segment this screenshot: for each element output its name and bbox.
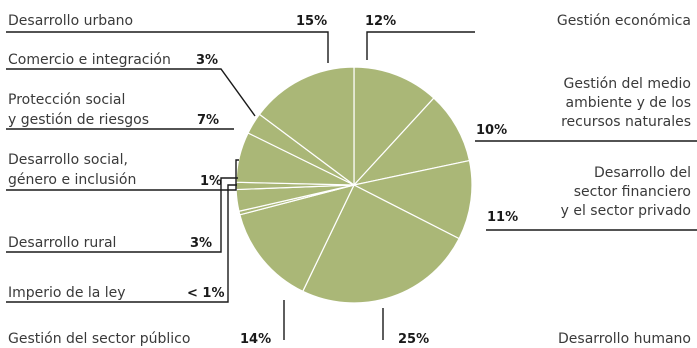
pie-slice-5 (239, 184, 356, 293)
slices-layer (235, 66, 473, 304)
slice-label-line: Gestión del sector público (8, 331, 190, 347)
slice-percentage-7: 3% (190, 236, 212, 251)
slice-percentage-10: 3% (196, 53, 218, 68)
slice-label-7: Desarrollo rural (8, 235, 116, 251)
slice-label-3: Desarrollo del sector financiero y el sect… (561, 165, 691, 219)
leader-line-7 (6, 177, 238, 253)
slice-label-4: Desarrollo humano (558, 331, 691, 347)
slice-label-1: Gestión económica (557, 13, 691, 29)
leader-line-6 (6, 184, 237, 303)
labels-layer: Gestión económica 12% Gestión del medio amb… (8, 13, 691, 347)
slice-label-line: Desarrollo del (594, 165, 691, 181)
slice-label-8: Desarrollo social, género e inclusión (8, 152, 136, 188)
slice-label-line: Desarrollo rural (8, 235, 116, 251)
slice-label-9: Protección social y gestión de riesgos (8, 92, 149, 128)
pie-slice-2 (352, 97, 471, 186)
slice-percentage-4: 25% (398, 332, 429, 347)
slice-label-2: Gestión del medio ambiente y de los recurs… (561, 76, 691, 130)
slice-label-line: ambiente y de los (566, 95, 691, 111)
pie-slice-3 (352, 159, 473, 240)
slice-percentage-8: 1% (200, 174, 222, 189)
slice-percentage-1: 12% (365, 14, 396, 29)
slice-label-5: Gestión del sector público (8, 331, 190, 347)
pie-slice-4 (301, 184, 460, 304)
slice-label-line: Gestión del medio (564, 76, 691, 92)
slice-label-line: Comercio e integración (8, 52, 171, 68)
slice-percentage-3: 11% (487, 210, 518, 225)
slice-percentage-6: < 1% (187, 286, 225, 301)
leader-line-8 (6, 159, 239, 191)
slice-percentage-11: 15% (296, 14, 327, 29)
slice-label-line: Desarrollo urbano (8, 13, 133, 29)
slice-label-10: Comercio e integración (8, 52, 171, 68)
leader-line-10 (6, 68, 256, 117)
leader-line-11 (6, 31, 329, 63)
slice-label-line: Protección social (8, 92, 125, 108)
slice-label-11: Desarrollo urbano (8, 13, 133, 29)
slice-label-6: Imperio de la ley (8, 285, 126, 301)
pie-slice-1 (353, 66, 435, 187)
slice-label-line: género e inclusión (8, 172, 136, 188)
slice-percentage-2: 10% (476, 123, 507, 138)
slice-label-line: Desarrollo social, (8, 152, 128, 168)
leader-line-1 (366, 31, 475, 60)
slice-label-line: Gestión económica (557, 13, 691, 29)
slice-percentage-5: 14% (240, 332, 271, 347)
slice-label-line: recursos naturales (561, 114, 691, 130)
slice-percentage-9: 7% (197, 113, 219, 128)
slice-label-line: Imperio de la ley (8, 285, 126, 301)
leaders-layer (6, 31, 697, 340)
slice-label-line: Desarrollo humano (558, 331, 691, 347)
slice-label-line: sector financiero (574, 184, 691, 200)
slice-label-line: y el sector privado (561, 203, 691, 219)
slice-label-line: y gestión de riesgos (8, 112, 149, 128)
pie-slice-11 (258, 66, 355, 187)
